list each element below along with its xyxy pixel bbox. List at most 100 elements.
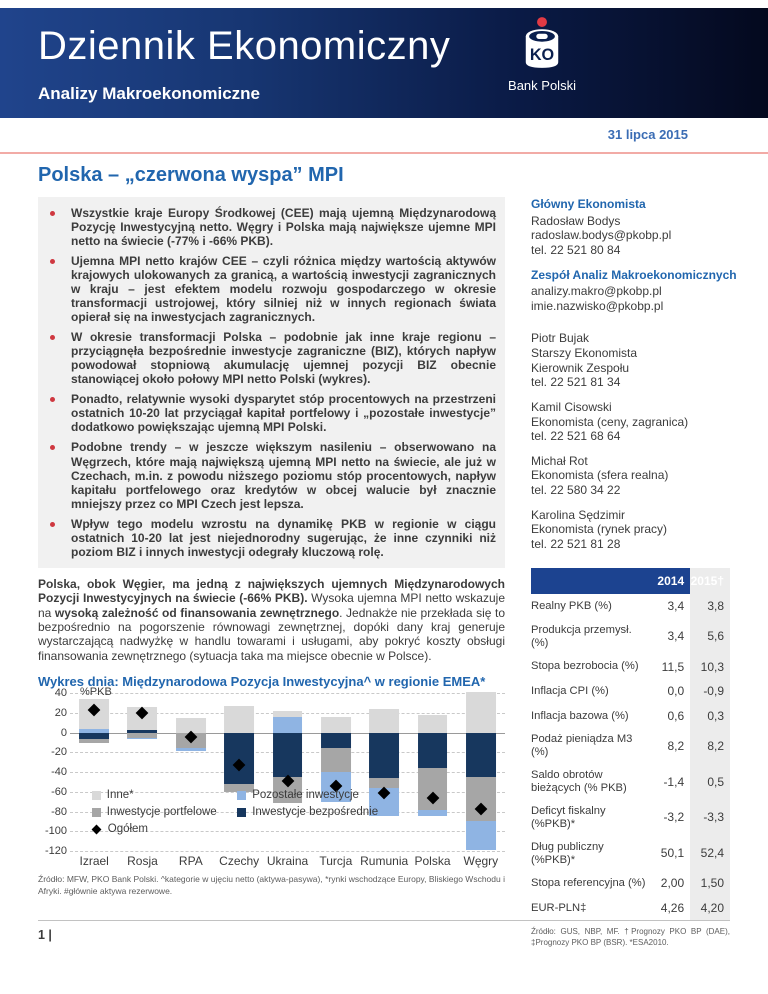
contact-line: Kierownik Zespołu (531, 361, 730, 376)
bar-segment (79, 729, 109, 733)
x-category-label: Rumunia (360, 854, 408, 868)
bullet-text: Wszystkie kraje Europy Środkowej (CEE) m… (71, 206, 496, 248)
bullet-item: Podobne trendy – w jeszcze większym nasi… (45, 440, 496, 510)
bar-segment (176, 748, 206, 751)
bullet-marker-icon (50, 211, 55, 216)
sidebar-team: Piotr BujakStarszy EkonomistaKierownik Z… (531, 331, 730, 551)
row-label: Stopa referencyjna (%) (531, 871, 652, 896)
x-category-label: Polska (414, 854, 450, 868)
chart-yaxis: 40200-20-40-60-80-100-120 (38, 693, 70, 851)
pko-rotunda-icon: KO (521, 16, 563, 72)
contact-line: tel. 22 580 34 22 (531, 483, 730, 498)
value-2015: 10,3 (690, 655, 730, 680)
bullet-text: Podobne trendy – w jeszcze większym nasi… (71, 440, 496, 510)
forecast-table: 2014 2015† Realny PKB (%)3,43,8Produkcja… (531, 568, 730, 921)
legend-label: Pozostałe inwestycje (252, 789, 359, 801)
contact-line: Karolina Sędzimir (531, 508, 730, 523)
y-tick-label: 20 (55, 707, 67, 719)
contact-line: Ekonomista (ceny, zagranica) (531, 415, 730, 430)
table-row: Podaż pieniądza M3 (%)8,28,2 (531, 728, 730, 764)
bar-segment (466, 692, 496, 732)
value-2015: 1,50 (690, 871, 730, 896)
value-2014: 3,4 (652, 619, 690, 655)
contact-line: Starszy Ekonomista (531, 346, 730, 361)
bullet-marker-icon (50, 445, 55, 450)
bullet-text: W okresie transformacji Polska – podobni… (71, 330, 496, 386)
legend-label: Inwestycje bezpośrednie (252, 806, 378, 818)
bullet-list: Wszystkie kraje Europy Środkowej (CEE) m… (38, 197, 505, 568)
contact-line: Ekonomista (rynek pracy) (531, 522, 730, 537)
legend-swatch-icon (237, 791, 246, 800)
bar-segment (273, 733, 303, 777)
bar-segment (466, 821, 496, 850)
bar-segment (273, 711, 303, 717)
table-row: Stopa referencyjna (%)2,001,50 (531, 871, 730, 896)
row-label: Produkcja przemysł. (%) (531, 619, 652, 655)
legend-swatch-icon (92, 808, 101, 817)
value-2014: 11,5 (652, 655, 690, 680)
legend-swatch-icon (237, 808, 246, 817)
row-label: Inflacja CPI (%) (531, 679, 652, 704)
top-margin-strip (0, 0, 768, 8)
contact-line: Kamil Cisowski (531, 400, 730, 415)
legend-item: Ogółem (92, 823, 237, 835)
sidebar: Główny EkonomistaRadosław Bodysradoslaw.… (531, 197, 730, 948)
chart-xaxis: IzraelRosjaRPACzechyUkrainaTurcjaRumunia… (70, 851, 505, 868)
legend-label: Ogółem (108, 823, 148, 835)
bullet-text: Ponadto, relatywnie wysoki dysparytet st… (71, 392, 496, 434)
value-2015: 52,4 (690, 836, 730, 872)
table-row: EUR-PLN‡4,264,20 (531, 896, 730, 921)
y-axis-unit-label: %PKB (80, 686, 112, 698)
y-tick-label: 0 (61, 726, 67, 738)
contact-line: tel. 22 521 81 28 (531, 537, 730, 552)
contact-line: radoslaw.bodys@pkobp.pl (531, 228, 730, 243)
report-header: Dziennik Ekonomiczny Analizy Makroekonom… (0, 8, 768, 118)
value-2015: 8,2 (690, 728, 730, 764)
legend-item: Inwestycje portfelowe (92, 806, 237, 818)
team-member: Michał RotEkonomista (sfera realna)tel. … (531, 454, 730, 498)
header-2015: 2015† (690, 568, 730, 595)
svg-text:KO: KO (530, 46, 554, 64)
bar-segment (369, 733, 399, 778)
value-2015: 0,3 (690, 704, 730, 729)
bar-segment (79, 733, 109, 740)
legend-item: Inwestycje bezpośrednie (237, 806, 422, 818)
bullet-item: W okresie transformacji Polska – podobni… (45, 330, 496, 386)
chart: 40200-20-40-60-80-100-120 %PKB Inne*Pozo… (38, 693, 505, 851)
bar-segment (369, 709, 399, 733)
bullet-marker-icon (50, 397, 55, 402)
legend-item: Inne* (92, 789, 237, 801)
row-label: Deficyt fiskalny (%PKB)* (531, 800, 652, 836)
value-2014: -1,4 (652, 764, 690, 800)
table-body: Realny PKB (%)3,43,8Produkcja przemysł. … (531, 594, 730, 921)
report-subtitle: Analizy Makroekonomiczne (38, 84, 260, 104)
contact-section: Główny EkonomistaRadosław Bodysradoslaw.… (531, 197, 730, 258)
bullet-marker-icon (50, 335, 55, 340)
main-column: Wszystkie kraje Europy Środkowej (CEE) m… (38, 197, 505, 898)
value-2014: 3,4 (652, 594, 690, 619)
bar-segment (321, 717, 351, 733)
chart-source-note: Źródło: MFW, PKO Bank Polski. ^kategorie… (38, 873, 505, 898)
pko-logo: KO Bank Polski (494, 16, 590, 93)
legend-swatch-icon (92, 791, 101, 800)
report-title: Dziennik Ekonomiczny (38, 24, 450, 69)
bar-segment (466, 733, 496, 777)
value-2014: 8,2 (652, 728, 690, 764)
sidebar-contacts: Główny EkonomistaRadosław Bodysradoslaw.… (531, 197, 730, 313)
row-label: Realny PKB (%) (531, 594, 652, 619)
bar-segment (321, 748, 351, 772)
contact-section-title: Zespół Analiz Makroekonomicznych (531, 268, 730, 283)
contact-line: tel. 22 521 80 84 (531, 243, 730, 258)
chart-plot: %PKB Inne*Pozostałe inwestycjeInwestycje… (70, 693, 505, 851)
value-2015: -0,9 (690, 679, 730, 704)
table-row: Produkcja przemysł. (%)3,45,6 (531, 619, 730, 655)
y-tick-label: -40 (51, 766, 67, 778)
y-tick-label: -120 (45, 845, 67, 857)
gridline (70, 693, 505, 694)
table-row: Inflacja bazowa (%)0,60,3 (531, 704, 730, 729)
value-2015: -3,3 (690, 800, 730, 836)
team-member: Piotr BujakStarszy EkonomistaKierownik Z… (531, 331, 730, 390)
page-footer: 1 | (38, 920, 730, 942)
contact-section-title: Główny Ekonomista (531, 197, 730, 212)
y-tick-label: -20 (51, 746, 67, 758)
